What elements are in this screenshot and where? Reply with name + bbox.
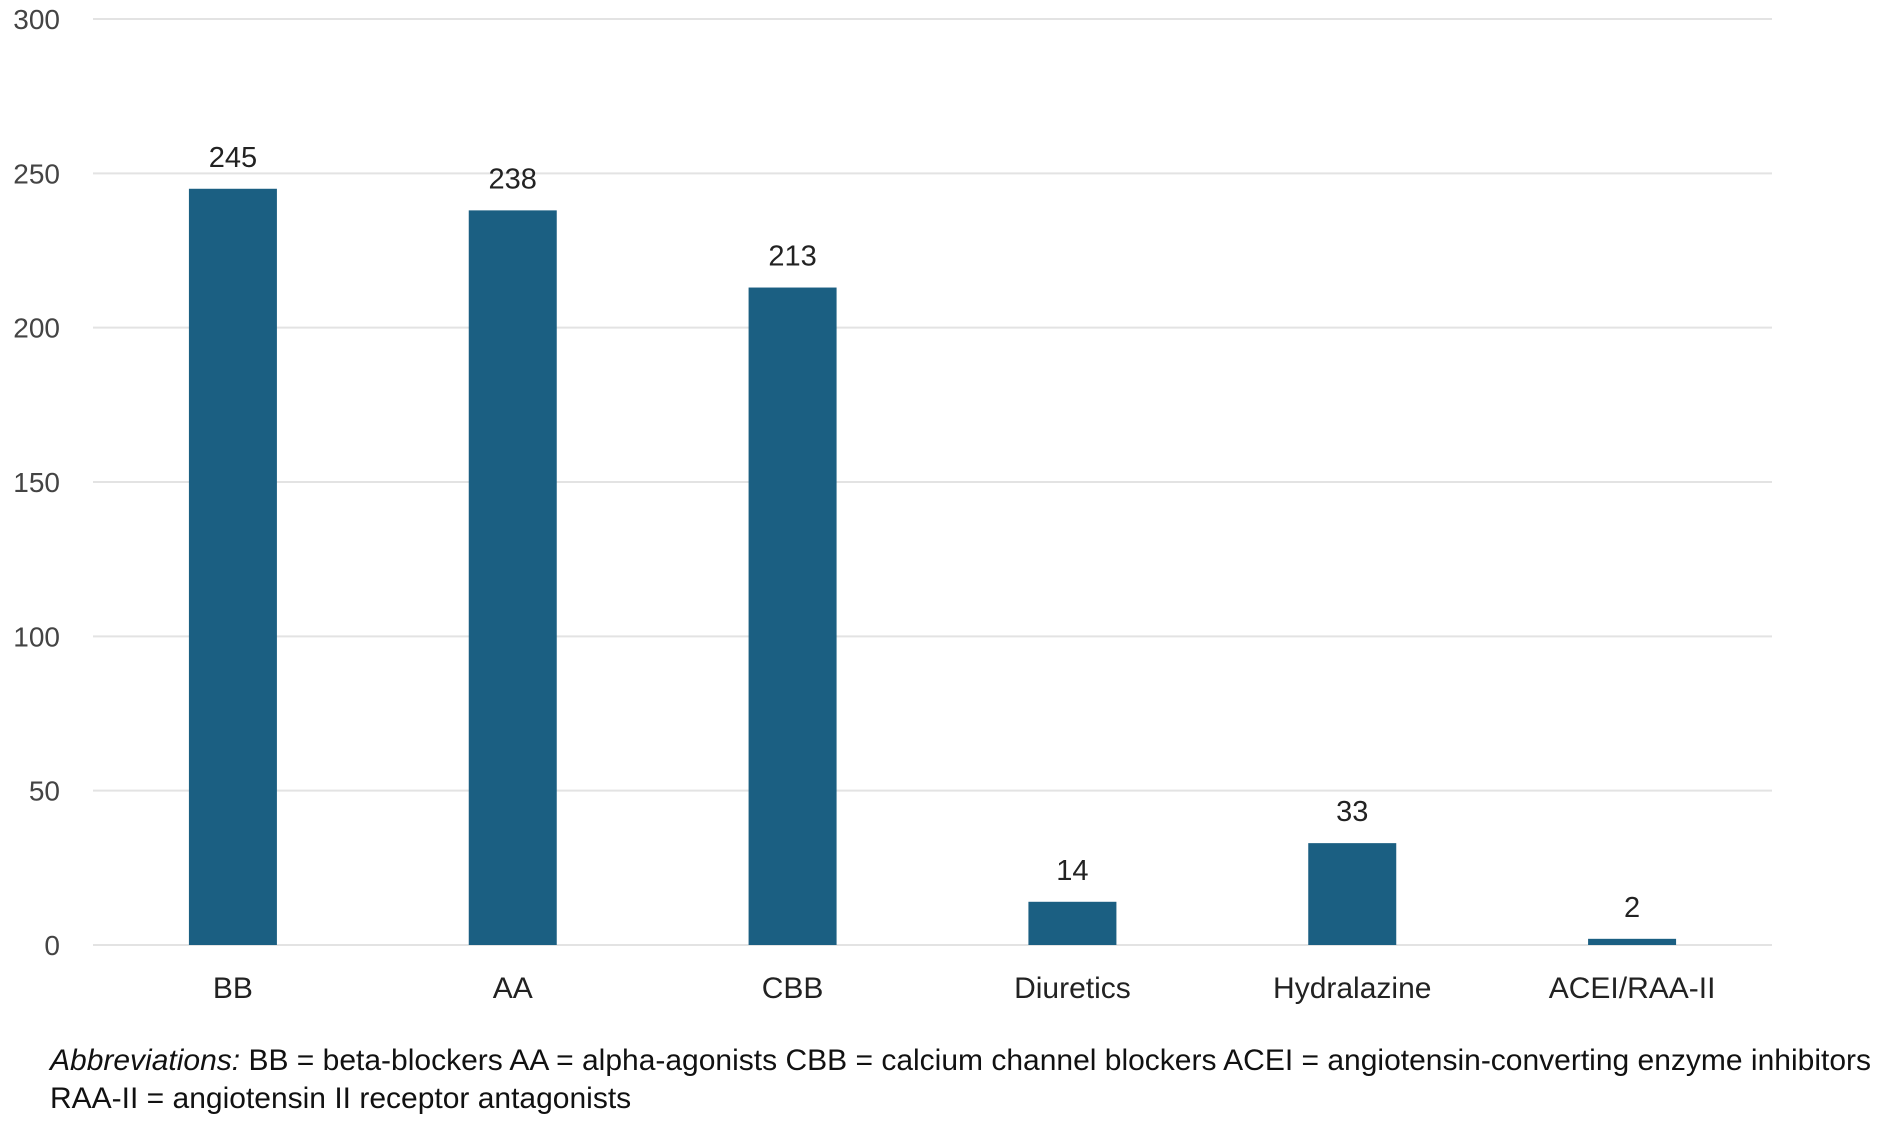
x-tick-label: Diuretics: [1014, 972, 1131, 1005]
y-tick-label: 50: [29, 776, 60, 807]
x-tick-label: AA: [493, 972, 533, 1005]
bar: [468, 210, 557, 945]
bar: [1588, 938, 1677, 945]
x-axis-ticks: BB AA CBB Diuretics Hydralazine ACEI/RAA-II: [213, 972, 1716, 1005]
y-tick-label: 100: [13, 621, 60, 652]
data-label: 238: [489, 163, 537, 195]
data-label: 14: [1056, 855, 1088, 887]
x-tick-label: BB: [213, 972, 253, 1005]
data-label: 33: [1336, 796, 1368, 828]
bars: [188, 188, 1677, 945]
bar: [1028, 901, 1117, 945]
data-label: 213: [768, 241, 816, 273]
y-tick-label: 250: [13, 158, 60, 189]
footnote-lead: Abbreviations:: [50, 1044, 241, 1077]
bar: [748, 287, 837, 945]
y-axis-ticks: 0 50 100 150 200 250 300: [13, 4, 60, 961]
bar-chart: 0 50 100 150 200 250 300 245 238 213 14 33 2 BB AA CB…: [13, 4, 1772, 1005]
x-tick-label: ACEI/RAA-II: [1549, 972, 1716, 1005]
y-tick-label: 0: [44, 930, 60, 961]
x-tick-label: Hydralazine: [1273, 972, 1431, 1005]
y-tick-label: 200: [13, 313, 60, 344]
abbreviations-footnote: Abbreviations: BB = beta-blockers AA = a…: [50, 1042, 1880, 1118]
data-label: 2: [1624, 892, 1640, 924]
data-labels: 245 238 213 14 33 2: [209, 142, 1640, 924]
y-tick-label: 150: [13, 467, 60, 498]
bar: [1308, 843, 1397, 945]
data-label: 245: [209, 142, 257, 174]
bar: [188, 188, 277, 945]
footnote-text: BB = beta-blockers AA = alpha-agonists C…: [50, 1044, 1871, 1115]
grid-lines: [93, 18, 1772, 946]
y-tick-label: 300: [13, 4, 60, 35]
x-tick-label: CBB: [762, 972, 824, 1005]
